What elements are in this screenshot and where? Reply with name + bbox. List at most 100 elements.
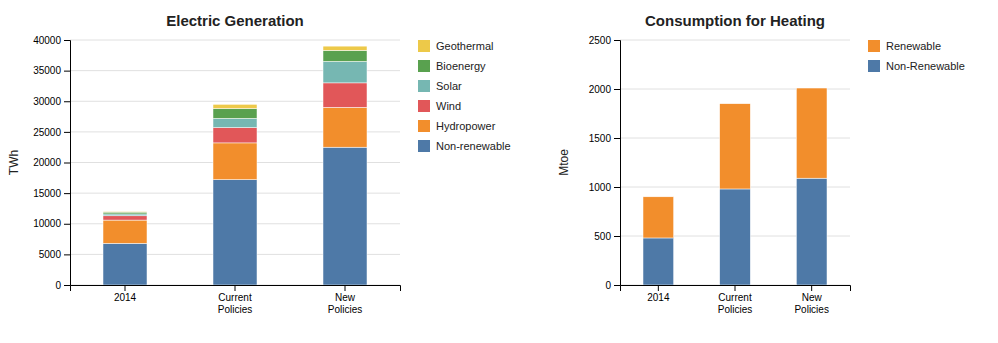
tick: 0 [605,280,620,291]
tick-label: 500 [594,231,611,242]
legend-swatch [418,140,430,152]
tick: 20000 [33,157,70,168]
bar [213,109,257,119]
bars [103,46,367,285]
legend-item: Non-Renewable [868,60,965,72]
bar [643,238,674,285]
tick: 35000 [33,65,70,76]
legend-item: Hydropower [418,120,496,132]
tick-label: 0 [55,280,61,291]
grid [620,40,850,285]
tick: 30000 [33,96,70,107]
figure: 0500010000150002000025000300003500040000… [0,0,998,343]
bar [103,211,147,213]
tick-mark [614,236,620,237]
tick: NewPolicies [328,285,362,315]
tick-label: 2014 [114,292,137,303]
bar [323,83,367,108]
bar [323,46,367,50]
tick-mark [64,285,70,286]
axis-line [621,286,851,292]
tick-label: 30000 [33,96,61,107]
legend-item: Solar [418,80,462,92]
tick-label: 2500 [589,35,612,46]
bar [323,61,367,82]
tick-mark [811,285,812,291]
tick-mark [614,89,620,90]
legend-swatch [418,80,430,92]
bar [643,197,674,238]
legend-label: Geothermal [436,40,493,52]
x-axis: 2014 CurrentPolicies NewPolicies [71,285,401,315]
legend-swatch [418,60,430,72]
legend-item: Bioenergy [418,60,486,72]
tick-label: 10000 [33,218,61,229]
legend-swatch [868,60,880,72]
tick-mark [235,285,236,291]
series [103,46,367,212]
tick-mark [614,285,620,286]
bar [796,178,827,285]
series [103,50,367,214]
tick-mark [64,40,70,41]
legend-item: Wind [418,100,461,112]
grid [70,40,400,285]
tick-label: 40000 [33,35,61,46]
legend: Geothermal Bioenergy Solar Wind Hydropower No… [418,40,511,152]
tick-label: 5000 [39,249,62,260]
panel: 0 500 1000 1500 2000 2500 2014 CurrentPolicies N… [557,12,965,315]
legend-label: Bioenergy [436,60,486,72]
bar [103,243,147,285]
tick-label: NewPolicies [328,292,362,315]
tick: 0 [55,280,70,291]
tick-mark [735,285,736,291]
tick-label: CurrentPolicies [218,292,252,315]
bar [720,104,751,189]
tick-label: 20000 [33,157,61,168]
bar [103,212,147,214]
tick-mark [64,132,70,133]
bar [323,107,367,147]
legend-swatch [418,120,430,132]
legend-label: Solar [436,80,462,92]
tick-mark [614,187,620,188]
tick: 5000 [39,249,70,260]
bar [213,118,257,127]
tick-mark [64,101,70,102]
tick: NewPolicies [794,285,828,315]
grid-line [70,40,400,41]
tick-label: 0 [605,280,611,291]
tick-label: 1000 [589,182,612,193]
legend-swatch [418,100,430,112]
tick: 500 [594,231,620,242]
bar [323,147,367,285]
bar [720,189,751,285]
tick-mark [125,285,126,291]
tick-label: 1500 [589,133,612,144]
tick: 2500 [589,35,620,46]
bar [213,180,257,285]
legend-label: Non-Renewable [886,60,965,72]
tick: 40000 [33,35,70,46]
series [643,178,827,285]
panel: 0500010000150002000025000300003500040000… [7,12,511,315]
tick: 2014 [647,285,670,303]
legend-label: Non-renewable [436,140,511,152]
tick: 10000 [33,218,70,229]
axis-line [614,41,621,286]
tick: 1000 [589,182,620,193]
tick-mark [64,71,70,72]
tick-mark [64,163,70,164]
bar [103,214,147,216]
legend: RenewableNon-Renewable [868,40,965,72]
bar [213,104,257,108]
bar [213,128,257,143]
tick-label: 15000 [33,188,61,199]
axis-title: Mtoe [557,149,571,176]
y-axis: 0 500 1000 1500 2000 2500 [589,35,621,291]
series [103,107,367,243]
tick-mark [64,193,70,194]
tick-label: 2000 [589,84,612,95]
bars [643,88,827,285]
tick-label: CurrentPolicies [718,292,752,315]
